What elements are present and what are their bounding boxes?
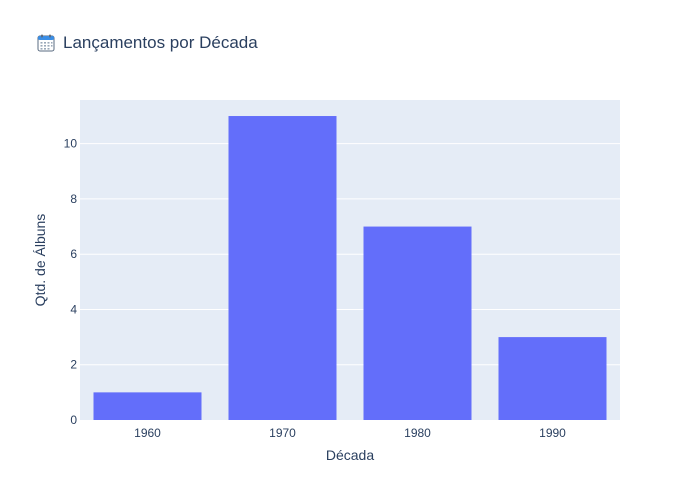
chart-title-row: Lançamentos por Década [37,33,258,53]
calendar-icon [37,34,55,52]
x-tick-label: 1960 [134,426,161,440]
bar [363,226,472,420]
x-axis-title: Década [326,447,374,463]
x-tick-label: 1990 [539,426,566,440]
y-tick-label: 10 [64,137,78,151]
y-tick-label: 4 [70,302,77,316]
chart-title: Lançamentos por Década [63,33,258,52]
y-tick-label: 6 [70,247,77,261]
x-tick-label: 1970 [269,426,296,440]
bar [228,116,337,420]
y-tick-label: 0 [70,413,77,427]
bar [498,337,607,420]
y-tick-label: 2 [70,358,77,372]
bar [93,392,202,420]
x-tick-label: 1980 [404,426,431,440]
y-axis-title: Qtd. de Álbuns [32,214,48,307]
y-tick-label: 8 [70,192,77,206]
